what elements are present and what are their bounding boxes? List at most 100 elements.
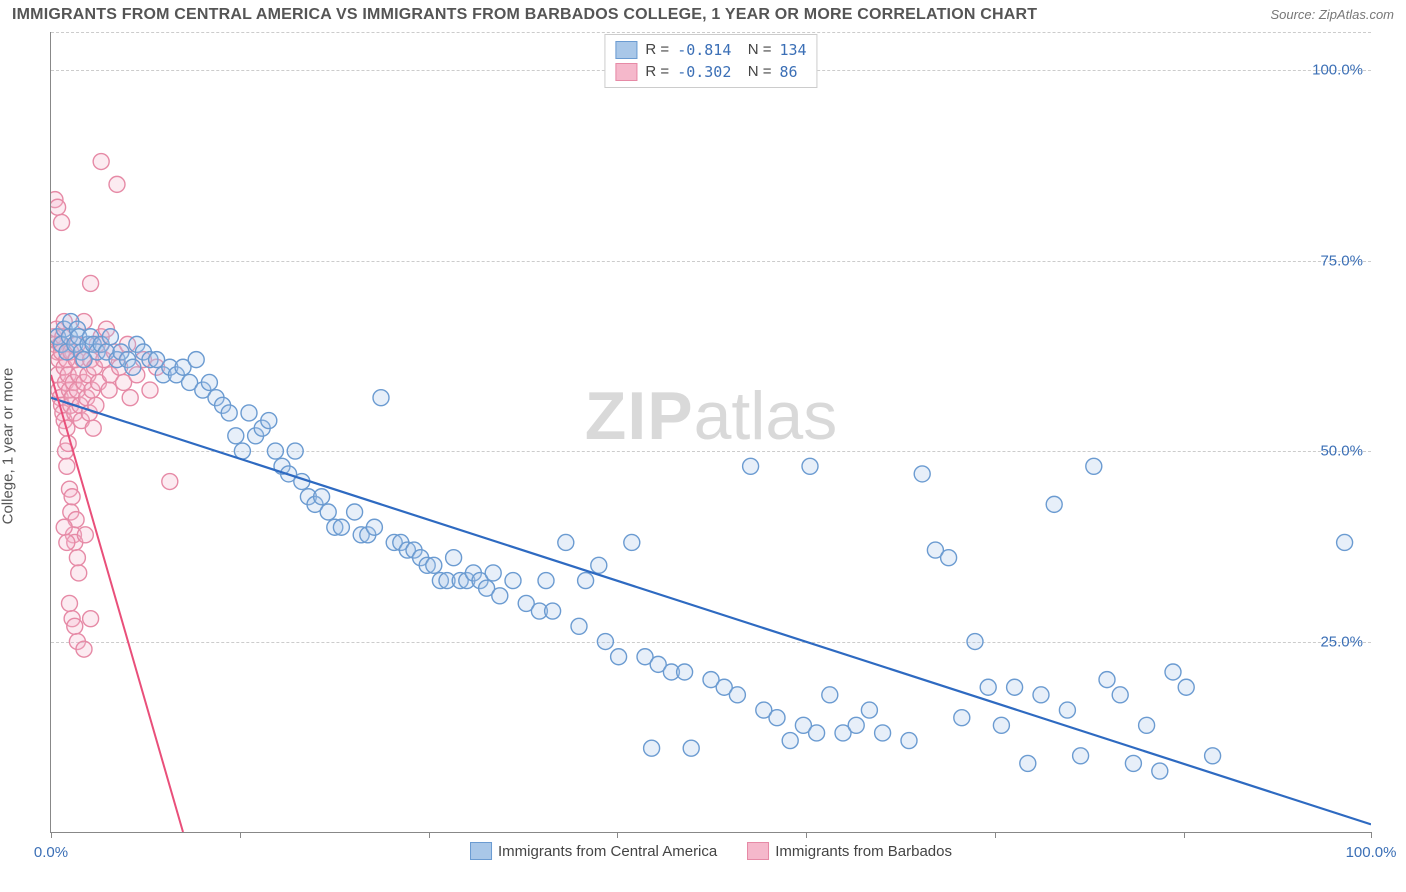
legend-label: Immigrants from Central America	[498, 843, 717, 860]
data-point	[597, 634, 613, 650]
x-tick	[806, 832, 807, 838]
data-point	[56, 519, 72, 535]
title-bar: IMMIGRANTS FROM CENTRAL AMERICA VS IMMIG…	[12, 6, 1394, 24]
data-point	[1073, 748, 1089, 764]
data-point	[1178, 679, 1194, 695]
data-point	[1099, 672, 1115, 688]
data-point	[1046, 496, 1062, 512]
data-point	[802, 458, 818, 474]
data-point	[901, 733, 917, 749]
data-point	[221, 405, 237, 421]
x-tick	[1371, 832, 1372, 838]
data-point	[1007, 679, 1023, 695]
data-point	[683, 740, 699, 756]
swatch-barbados	[747, 842, 769, 860]
data-point	[578, 573, 594, 589]
data-point	[61, 595, 77, 611]
data-point	[1139, 717, 1155, 733]
data-point	[967, 634, 983, 650]
legend-item-central-america: Immigrants from Central America	[470, 842, 717, 860]
x-tick	[995, 832, 996, 838]
n-value-central: 134	[779, 39, 806, 61]
n-label: N =	[739, 61, 771, 83]
data-point	[485, 565, 501, 581]
data-point	[848, 717, 864, 733]
r-label: R =	[645, 39, 669, 61]
legend-item-barbados: Immigrants from Barbados	[747, 842, 952, 860]
swatch-central-america	[615, 41, 637, 59]
data-point	[558, 534, 574, 550]
plot-svg	[51, 32, 1371, 832]
data-point	[93, 154, 109, 170]
data-point	[822, 687, 838, 703]
x-tick	[1184, 832, 1185, 838]
data-point	[914, 466, 930, 482]
plot-area: ZIPatlas R = -0.814 N = 134 R = -0.302 N…	[50, 32, 1371, 833]
data-point	[875, 725, 891, 741]
data-point	[954, 710, 970, 726]
data-point	[228, 428, 244, 444]
n-value-barbados: 86	[779, 61, 797, 83]
data-point	[320, 504, 336, 520]
data-point	[446, 550, 462, 566]
data-point	[241, 405, 257, 421]
data-point	[54, 214, 70, 230]
data-point	[83, 275, 99, 291]
trend-line	[51, 398, 1371, 825]
data-point	[122, 390, 138, 406]
data-point	[85, 420, 101, 436]
legend-stats: R = -0.814 N = 134 R = -0.302 N = 86	[604, 34, 817, 88]
data-point	[102, 329, 118, 345]
data-point	[51, 199, 66, 215]
legend-bottom: Immigrants from Central America Immigran…	[470, 842, 952, 860]
n-label: N =	[739, 39, 771, 61]
data-point	[1337, 534, 1353, 550]
y-axis-label: College, 1 year or more	[0, 368, 17, 525]
data-point	[591, 557, 607, 573]
x-tick-label: 0.0%	[34, 844, 68, 861]
data-point	[1152, 763, 1168, 779]
data-point	[1020, 755, 1036, 771]
chart-title: IMMIGRANTS FROM CENTRAL AMERICA VS IMMIG…	[12, 6, 1037, 24]
data-point	[571, 618, 587, 634]
source-label: Source: ZipAtlas.com	[1270, 7, 1394, 22]
data-point	[1033, 687, 1049, 703]
r-value-central: -0.814	[677, 39, 731, 61]
data-point	[314, 489, 330, 505]
legend-label: Immigrants from Barbados	[775, 843, 952, 860]
data-point	[109, 176, 125, 192]
data-point	[1112, 687, 1128, 703]
data-point	[125, 359, 141, 375]
data-point	[162, 474, 178, 490]
x-tick	[51, 832, 52, 838]
data-point	[769, 710, 785, 726]
data-point	[64, 489, 80, 505]
data-point	[373, 390, 389, 406]
data-point	[67, 618, 83, 634]
data-point	[83, 611, 99, 627]
data-point	[1086, 458, 1102, 474]
data-point	[287, 443, 303, 459]
data-point	[782, 733, 798, 749]
data-point	[505, 573, 521, 589]
data-point	[77, 527, 93, 543]
data-point	[426, 557, 442, 573]
data-point	[611, 649, 627, 665]
r-label: R =	[645, 61, 669, 83]
data-point	[809, 725, 825, 741]
r-value-barbados: -0.302	[677, 61, 731, 83]
data-point	[941, 550, 957, 566]
x-tick-label: 100.0%	[1346, 844, 1397, 861]
data-point	[492, 588, 508, 604]
data-point	[743, 458, 759, 474]
x-tick	[240, 832, 241, 838]
data-point	[1165, 664, 1181, 680]
data-point	[538, 573, 554, 589]
data-point	[261, 413, 277, 429]
data-point	[1205, 748, 1221, 764]
data-point	[993, 717, 1009, 733]
legend-stats-row: R = -0.814 N = 134	[615, 39, 806, 61]
data-point	[347, 504, 363, 520]
data-point	[101, 382, 117, 398]
legend-stats-row: R = -0.302 N = 86	[615, 61, 806, 83]
